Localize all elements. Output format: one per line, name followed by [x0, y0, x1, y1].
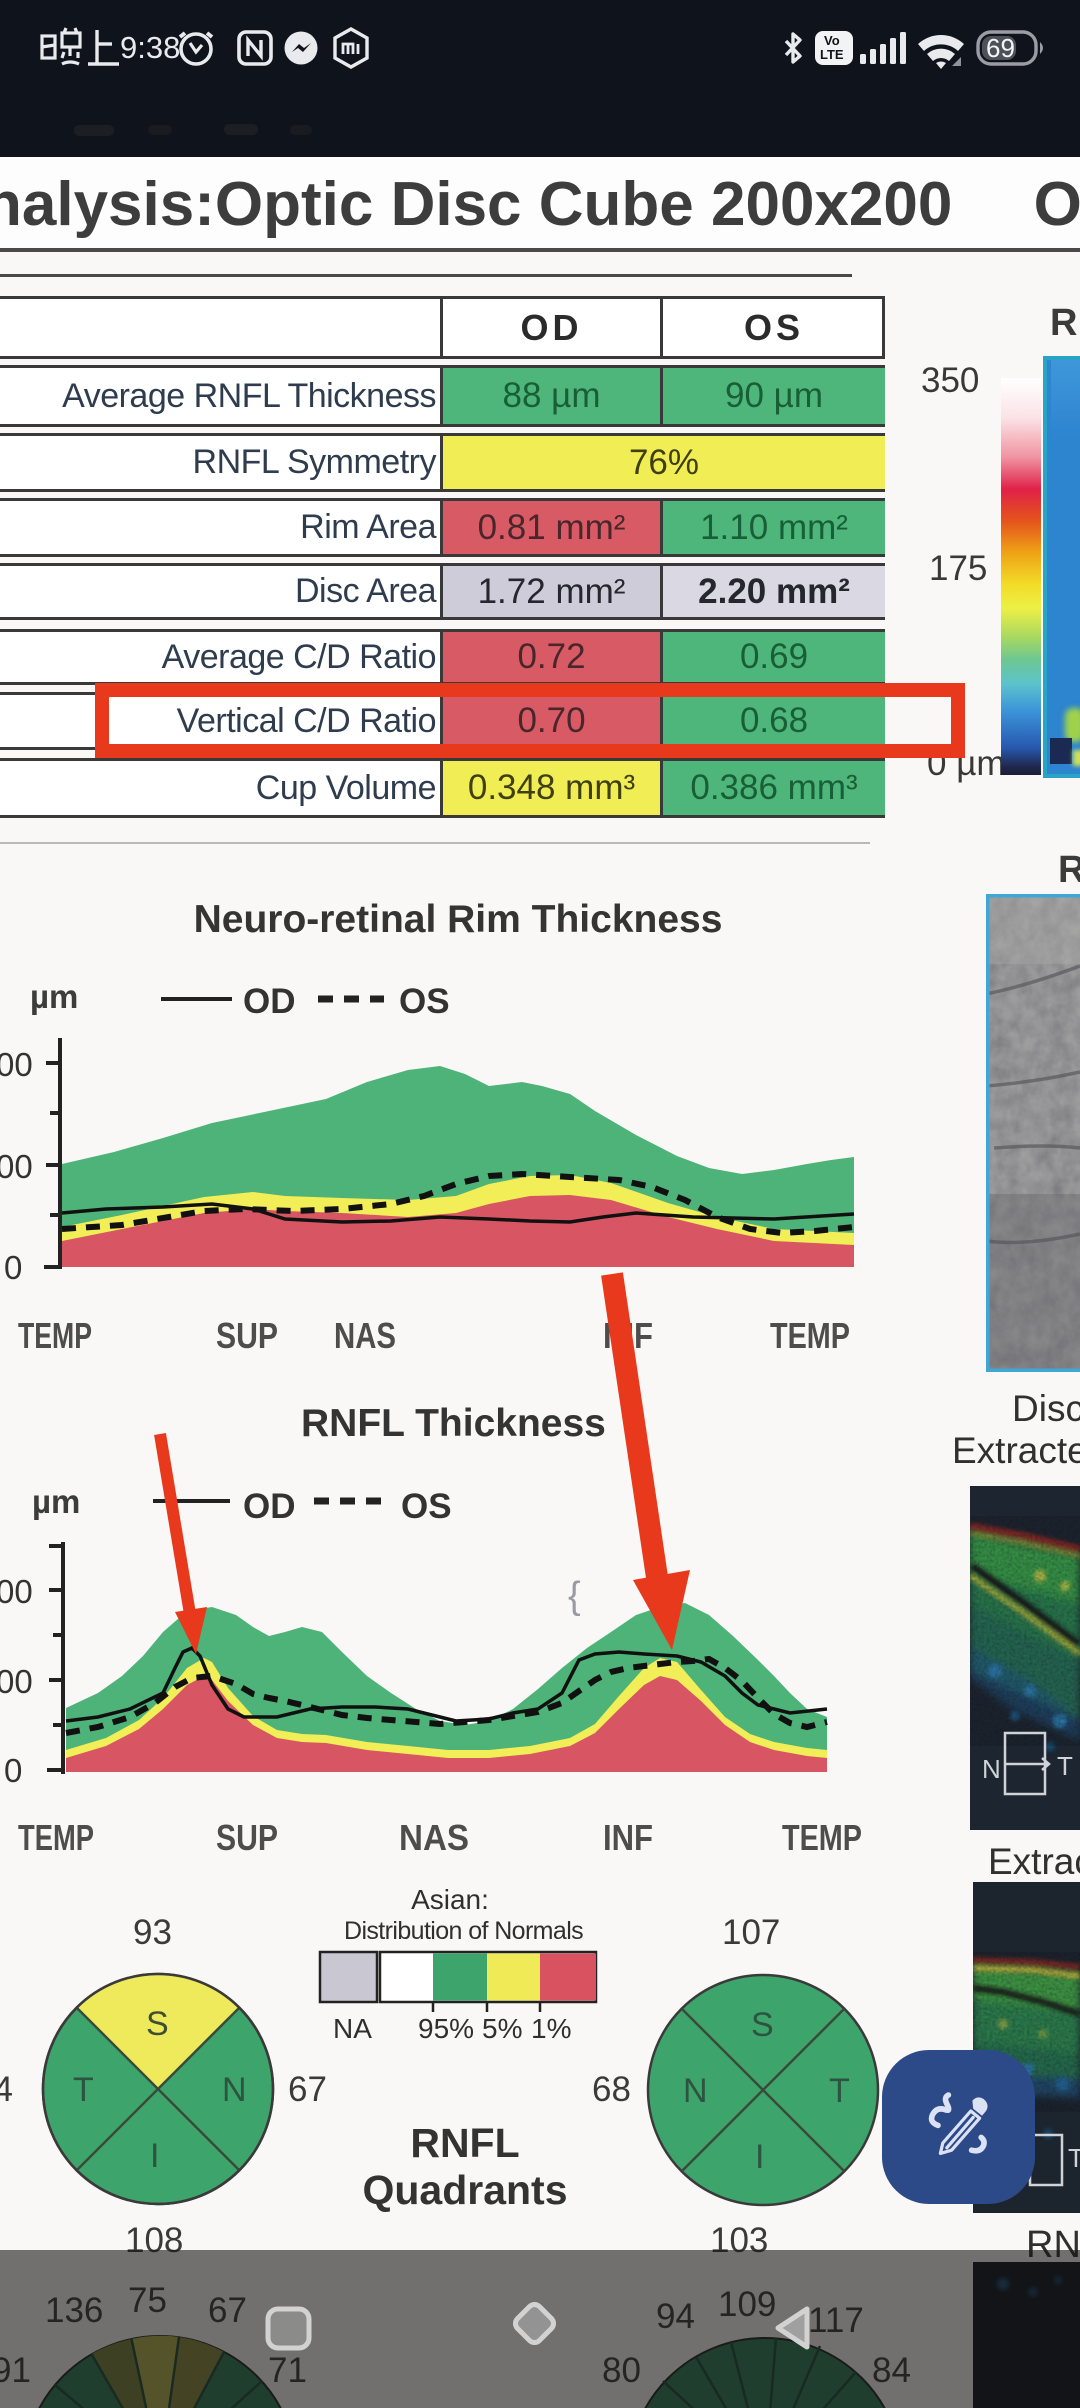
svg-text:00: 00 [0, 1148, 33, 1185]
svg-text:OD: OD [243, 982, 296, 1021]
svg-text:T: T [1068, 2143, 1080, 2173]
svg-text:NA: NA [333, 2013, 372, 2044]
svg-text:OS: OS [401, 1487, 452, 1526]
svg-text:0: 0 [4, 1249, 22, 1286]
svg-text:T: T [1057, 1751, 1073, 1781]
svg-text:00: 00 [0, 1046, 33, 1083]
svg-text:I: I [150, 2137, 159, 2175]
svg-text:S: S [146, 2005, 169, 2043]
svg-text:T: T [829, 2072, 850, 2110]
svg-text:T: T [73, 2071, 94, 2109]
svg-text:OS: OS [399, 982, 450, 1021]
svg-text:TEMP: TEMP [770, 1315, 850, 1356]
svg-text:LTE: LTE [820, 47, 844, 62]
svg-text:I: I [755, 2138, 764, 2176]
svg-text:NAS: NAS [334, 1315, 396, 1356]
svg-text:SUP: SUP [216, 1817, 278, 1858]
svg-text:TEMP: TEMP [18, 1817, 94, 1858]
svg-text:NAS: NAS [399, 1817, 469, 1858]
svg-text:N: N [982, 1754, 1001, 1784]
svg-text:TEMP: TEMP [782, 1817, 862, 1858]
svg-text:N: N [683, 2072, 708, 2110]
svg-text:95%: 95% [418, 2013, 474, 2044]
svg-text:00: 00 [0, 1663, 33, 1700]
svg-text:S: S [751, 2006, 774, 2044]
svg-text:SUP: SUP [216, 1315, 278, 1356]
svg-text:INF: INF [603, 1315, 653, 1356]
svg-text:9:38: 9:38 [120, 30, 180, 65]
svg-text:1%: 1% [531, 2013, 571, 2044]
svg-text:00: 00 [0, 1573, 33, 1610]
svg-text:µm: µm [30, 978, 78, 1015]
svg-text:69: 69 [986, 33, 1015, 63]
svg-text:{: { [568, 1575, 581, 1617]
svg-text:µm: µm [32, 1483, 80, 1520]
svg-text:5%: 5% [482, 2013, 522, 2044]
svg-text:Vo: Vo [824, 33, 840, 48]
svg-text:TEMP: TEMP [18, 1315, 92, 1356]
svg-text:0: 0 [4, 1752, 22, 1789]
svg-text:N: N [222, 2071, 247, 2109]
svg-text:INF: INF [603, 1817, 653, 1858]
svg-text:OD: OD [243, 1487, 296, 1526]
